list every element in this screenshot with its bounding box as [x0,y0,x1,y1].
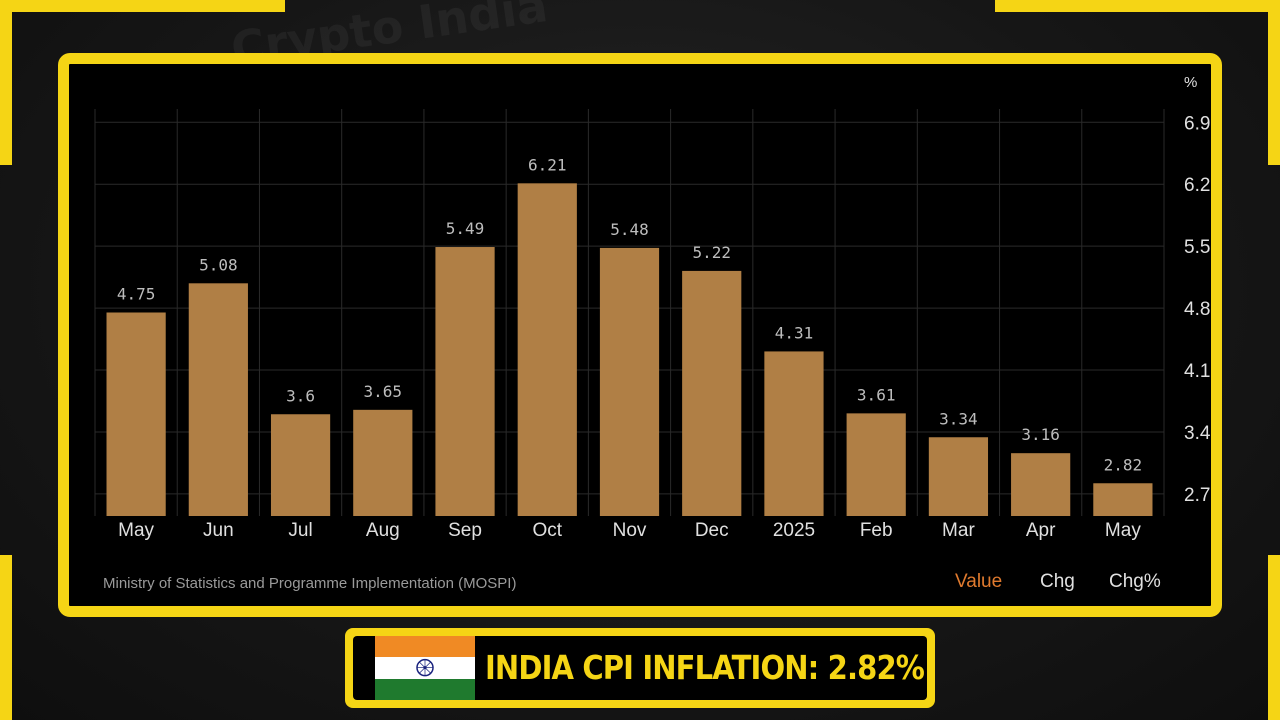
legend-chg-tab[interactable]: Chg [1040,571,1075,592]
y-unit-label: % [1184,74,1197,91]
corner-accent-top-left-v [0,0,12,165]
bar [764,351,824,516]
data-label: 6.21 [528,155,567,174]
data-label: 5.22 [692,243,731,262]
corner-accent-top-left-h [0,0,285,12]
bar [682,270,742,516]
headline-banner-inner: INDIA CPI INFLATION: 2.82% [353,636,927,700]
data-label: 4.75 [117,285,156,304]
data-label: 3.16 [1021,425,1060,444]
y-tick-label: 4.8 [1184,299,1210,320]
bar [846,413,906,516]
bar [1093,483,1153,516]
x-tick-label: Oct [532,520,562,541]
data-label: 3.34 [939,409,978,428]
x-tick-label: Nov [613,520,647,541]
x-tick-label: Dec [695,520,729,541]
y-tick-label: 4.1 [1184,361,1210,382]
x-tick-label: Sep [448,520,482,541]
corner-accent-bottom-right-v [1268,555,1280,720]
bar [435,247,495,516]
y-tick-label: 3.4 [1184,423,1211,444]
data-label: 5.49 [446,219,485,238]
x-tick-label: 2025 [773,520,815,541]
data-label: 3.6 [286,386,315,405]
headline-text: INDIA CPI INFLATION: 2.82% [485,648,925,687]
x-tick-label: Aug [366,520,400,541]
x-tick-label: May [1105,520,1141,541]
x-tick-label: May [118,520,154,541]
headline-banner: INDIA CPI INFLATION: 2.82% [345,628,935,708]
y-tick-label: 5.5 [1184,237,1210,258]
x-tick-label: Mar [942,520,975,541]
bar-chart: 2.7 3.4 4.1 4.8 5.5 6.2 6.9% 4.75 May 5.08 Jun 3.6 J… [94,74,1211,541]
ashoka-chakra-icon [416,659,434,677]
y-tick-label: 6.2 [1184,175,1210,196]
source-text: Ministry of Statistics and Programme Imp… [103,575,517,592]
bar [517,183,577,516]
x-tick-label: Apr [1026,520,1056,541]
corner-accent-top-right-v [1268,0,1280,165]
bar [1011,453,1071,516]
legend-value-tab[interactable]: Value [955,571,1003,592]
data-label: 5.08 [199,255,238,274]
x-tick-label: Jul [288,520,312,541]
data-label: 4.31 [775,323,814,342]
x-tick-label: Feb [860,520,893,541]
data-label: 3.61 [857,385,896,404]
y-tick-label: 2.7 [1184,485,1210,506]
chart-frame: 2.7 3.4 4.1 4.8 5.5 6.2 6.9% 4.75 May 5.08 Jun 3.6 J… [58,53,1222,617]
corner-accent-top-right-h [995,0,1280,12]
bar [188,283,248,516]
bar [106,312,166,516]
data-label: 5.48 [610,220,649,239]
bar [353,409,413,516]
bar [928,437,989,516]
y-tick-label: 6.9 [1184,113,1210,134]
x-tick-label: Jun [203,520,234,541]
legend-chg-pct-tab[interactable]: Chg% [1109,571,1161,592]
bar [270,414,331,516]
data-label: 2.82 [1104,455,1143,474]
bar [599,247,660,516]
corner-accent-bottom-left-v [0,555,12,720]
india-flag-icon [375,636,475,700]
data-label: 3.65 [364,382,403,401]
